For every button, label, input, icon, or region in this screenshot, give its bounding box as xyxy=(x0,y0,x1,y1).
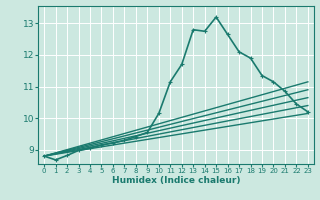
X-axis label: Humidex (Indice chaleur): Humidex (Indice chaleur) xyxy=(112,176,240,185)
